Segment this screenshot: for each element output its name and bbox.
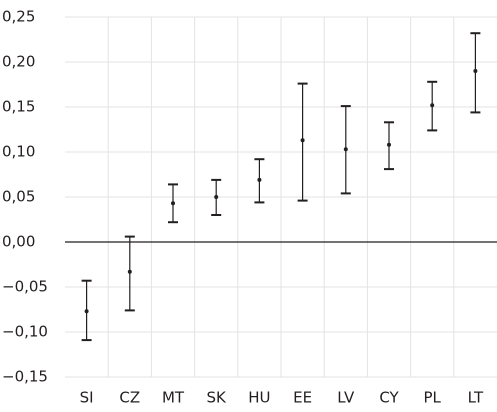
point bbox=[257, 177, 262, 182]
x-tick-label: SI bbox=[80, 389, 94, 407]
y-tick-label: 0,15 bbox=[2, 98, 35, 116]
y-tick-label: 0,05 bbox=[2, 188, 35, 206]
x-tick-label: SK bbox=[207, 389, 228, 407]
x-tick-label: CY bbox=[379, 389, 399, 407]
y-tick-label: −0,15 bbox=[2, 368, 48, 386]
x-tick-label: LT bbox=[468, 389, 484, 407]
point bbox=[84, 309, 89, 314]
point bbox=[387, 142, 391, 147]
point bbox=[430, 103, 435, 108]
x-tick-label: MT bbox=[162, 389, 185, 407]
point bbox=[300, 138, 305, 143]
point bbox=[473, 69, 478, 73]
x-tick-label: LV bbox=[337, 389, 355, 407]
x-tick-label: PL bbox=[423, 389, 441, 407]
x-tick-label: HU bbox=[248, 389, 270, 407]
y-tick-label: −0,05 bbox=[2, 278, 48, 296]
y-tick-label: 0,25 bbox=[2, 8, 35, 26]
x-tick-label: CZ bbox=[119, 389, 140, 407]
point bbox=[214, 195, 219, 199]
point bbox=[343, 147, 348, 152]
y-tick-label: 0,00 bbox=[2, 233, 35, 251]
point bbox=[127, 269, 132, 274]
y-tick-label: 0,20 bbox=[2, 53, 35, 71]
y-tick-label: 0,10 bbox=[2, 143, 35, 161]
y-tick-label: −0,10 bbox=[2, 323, 48, 341]
x-tick-label: EE bbox=[293, 389, 312, 407]
point bbox=[171, 201, 175, 206]
